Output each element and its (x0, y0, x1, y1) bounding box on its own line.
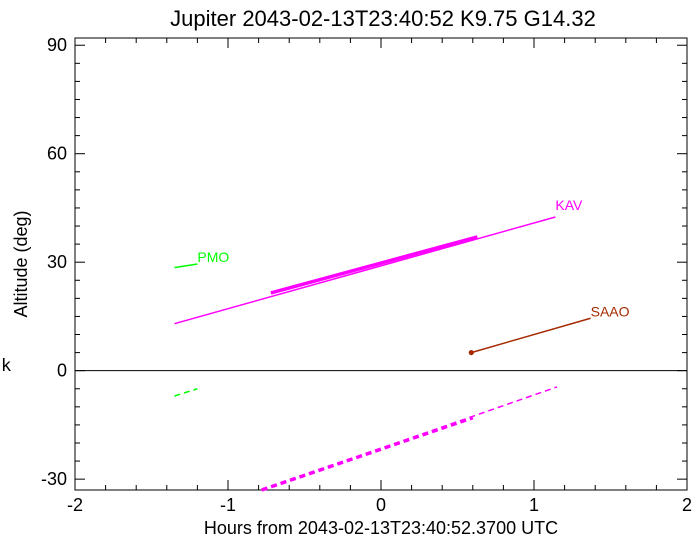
chart-title: Jupiter 2043-02-13T23:40:52 K9.75 G14.32 (170, 6, 596, 31)
side-letter: k (1, 356, 11, 376)
saao-label: SAAO (591, 303, 630, 319)
kav-dashed-thick-segment (261, 416, 474, 492)
x-tick-label: 0 (376, 495, 386, 515)
saao-solid-segment (471, 317, 591, 354)
y-tick-label: 60 (47, 144, 67, 164)
kav-label: KAV (555, 197, 583, 213)
x-tick-label: -2 (67, 495, 83, 515)
x-tick-label: -1 (220, 495, 236, 515)
y-tick-labels: -30 0 30 60 90 (41, 35, 67, 489)
series-labels: KAV PMO SAAO (197, 197, 629, 320)
y-tick-label: 0 (57, 361, 67, 381)
saao-start-marker (468, 349, 474, 356)
x-tick-label: 1 (529, 495, 539, 515)
x-axis-label: Hours from 2043-02-13T23:40:52.3700 UTC (204, 518, 558, 538)
tick-marks (74, 38, 688, 490)
y-tick-label: -30 (41, 469, 67, 489)
y-tick-label: 90 (47, 35, 67, 55)
series-lines (174, 216, 591, 492)
pmo-dashed-segment (174, 388, 198, 397)
kav-solid-segment (174, 216, 556, 325)
x-tick-label: 2 (682, 495, 692, 515)
y-tick-label: 30 (47, 252, 67, 272)
x-tick-labels: -2 -1 0 1 2 (67, 495, 692, 515)
y-axis-label: Altitude (deg) (11, 210, 31, 317)
kav-solid-thick-segment (270, 235, 478, 295)
pmo-solid-segment (174, 263, 198, 269)
kav-dashed-segment (261, 386, 558, 491)
pmo-label: PMO (197, 249, 229, 265)
